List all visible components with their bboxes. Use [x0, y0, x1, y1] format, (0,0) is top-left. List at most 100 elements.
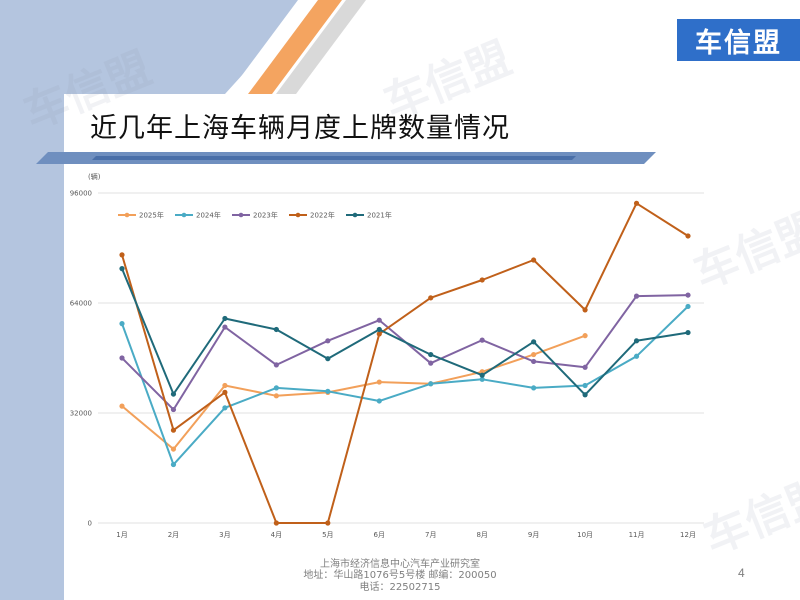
- legend-label: 2024年: [196, 211, 221, 220]
- data-point: [170, 406, 177, 413]
- data-point: [170, 461, 177, 468]
- series-path: [121, 305, 689, 466]
- data-point: [685, 233, 691, 239]
- header-blue-shape: [0, 0, 310, 94]
- series-line: [119, 333, 588, 452]
- data-point: [531, 351, 537, 358]
- data-point: [222, 405, 228, 411]
- data-point: [582, 382, 588, 389]
- data-point: [582, 364, 588, 370]
- x-tick-label: 5月: [322, 531, 333, 539]
- x-tick-label: 10月: [577, 531, 593, 539]
- data-point: [222, 315, 228, 322]
- footer-phone: 电话：22502715: [359, 582, 441, 593]
- grid: [98, 192, 704, 524]
- x-axis: 1月 2月 3月 4月 5月 6月 7月 8月 9月 10月 11月 12月: [116, 531, 696, 539]
- data-point: [119, 403, 125, 409]
- data-point: [582, 333, 588, 339]
- x-tick-label: 7月: [425, 531, 436, 539]
- data-point: [325, 356, 331, 362]
- brand-logo: 车信盟: [677, 19, 800, 61]
- legend-marker: [181, 212, 187, 218]
- header-band: [0, 0, 800, 94]
- data-point: [119, 252, 125, 258]
- data-point: [376, 398, 382, 404]
- data-point: [273, 326, 279, 333]
- y-tick-label: 64000: [70, 300, 92, 308]
- y-unit-label: (辆): [88, 172, 101, 181]
- x-tick-label: 6月: [374, 531, 385, 539]
- data-point: [633, 200, 640, 206]
- data-point: [479, 372, 485, 378]
- data-point: [531, 257, 537, 263]
- data-point: [531, 385, 537, 391]
- data-point: [325, 520, 331, 526]
- legend-item: 2022年: [289, 211, 335, 220]
- data-point: [325, 388, 331, 394]
- header-grey-stripe: [276, 0, 366, 94]
- legend-marker: [352, 212, 358, 218]
- data-point: [376, 317, 382, 323]
- data-point: [633, 338, 640, 344]
- data-point: [170, 391, 177, 397]
- data-point: [119, 321, 125, 327]
- legend: 2025年 2024年 2023年 2022年 2021年: [118, 211, 392, 220]
- data-point: [376, 326, 382, 333]
- data-point: [685, 329, 691, 336]
- data-point: [170, 446, 177, 452]
- x-tick-label: 3月: [219, 531, 230, 539]
- y-tick-label: 0: [88, 520, 92, 528]
- title-underline: [36, 152, 656, 164]
- data-point: [479, 277, 485, 283]
- series: [119, 200, 691, 526]
- data-point: [531, 358, 537, 365]
- data-point: [479, 337, 485, 343]
- y-tick-label: 32000: [70, 410, 92, 418]
- x-tick-label: 2月: [168, 531, 179, 539]
- legend-marker: [124, 212, 130, 218]
- data-point: [582, 307, 588, 313]
- data-point: [119, 355, 125, 361]
- legend-item: 2023年: [232, 211, 278, 220]
- legend-label: 2025年: [139, 211, 164, 220]
- chart: (辆) 0 32000 64000 96000 1月 2月 3月 4月 5月 6月 7月 8月 9月 1…: [64, 166, 800, 546]
- data-point: [119, 266, 125, 272]
- data-point: [479, 376, 485, 382]
- header-white-stripe: [228, 0, 322, 94]
- data-point: [273, 393, 279, 399]
- x-tick-label: 9月: [528, 531, 539, 539]
- page-number: 4: [738, 566, 745, 580]
- data-point: [428, 381, 434, 387]
- data-point: [428, 360, 434, 366]
- x-tick-label: 4月: [271, 531, 282, 539]
- legend-item: 2021年: [346, 211, 392, 220]
- series-path: [121, 268, 689, 396]
- data-point: [273, 520, 279, 526]
- series-path: [121, 202, 689, 524]
- legend-marker: [295, 212, 301, 218]
- legend-item: 2024年: [175, 211, 221, 220]
- data-point: [633, 353, 640, 359]
- y-axis: 0 32000 64000 96000: [70, 190, 92, 528]
- series-path: [121, 334, 586, 451]
- footer-address: 地址：华山路1076号5号楼 邮编：200050: [303, 570, 497, 581]
- header-stripes: [0, 0, 366, 94]
- x-tick-label: 11月: [629, 531, 645, 539]
- series-line: [119, 200, 691, 526]
- left-decor-band: [0, 0, 64, 600]
- footer-org: 上海市经济信息中心汽车产业研究室: [320, 559, 480, 570]
- y-tick-label: 96000: [70, 190, 92, 198]
- legend-label: 2023年: [253, 211, 278, 220]
- data-point: [170, 427, 177, 433]
- data-point: [222, 389, 228, 395]
- x-tick-label: 12月: [680, 531, 696, 539]
- data-point: [325, 338, 331, 344]
- data-point: [273, 362, 279, 368]
- data-point: [222, 324, 228, 330]
- data-point: [376, 331, 382, 337]
- data-point: [633, 293, 640, 299]
- page-title: 近几年上海车辆月度上牌数量情况: [90, 113, 510, 144]
- data-point: [531, 339, 537, 345]
- legend-marker: [238, 212, 244, 218]
